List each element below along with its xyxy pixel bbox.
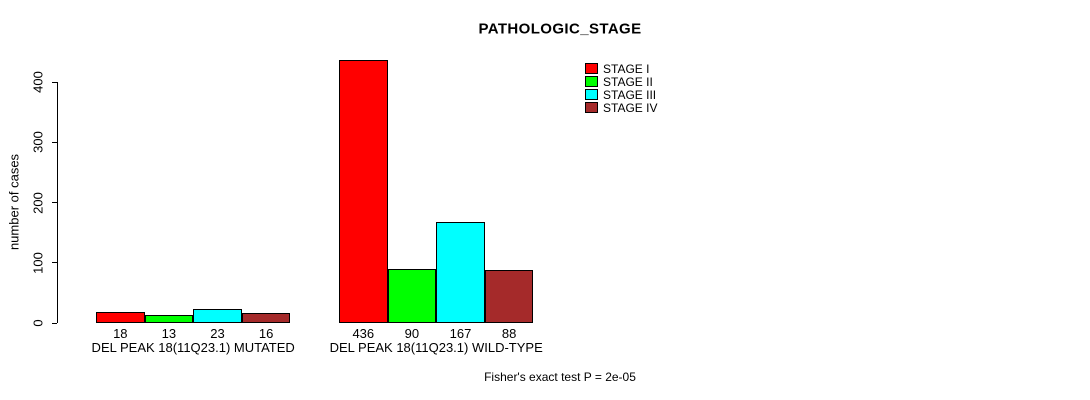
bar [387, 268, 437, 323]
y-axis-line [57, 82, 58, 323]
bar [144, 315, 194, 323]
bar-value-label: 90 [404, 326, 420, 341]
y-tick-label: 400 [30, 71, 46, 93]
y-tick-mark [52, 322, 57, 324]
bar [241, 313, 291, 323]
bar-value-label: 436 [352, 326, 375, 341]
legend-entry: STAGE I [585, 61, 657, 76]
group-label: DEL PEAK 18(11Q23.1) MUTATED [91, 340, 295, 355]
y-axis-label: number of cases [6, 153, 22, 251]
legend-label: STAGE I [603, 61, 650, 76]
bar-value-label: 88 [501, 326, 517, 341]
legend-swatch [585, 63, 598, 74]
bar [436, 222, 485, 323]
bar [96, 312, 145, 323]
bar-value-label: 18 [113, 326, 128, 341]
y-tick-label: 200 [30, 191, 46, 214]
y-tick-mark [52, 262, 57, 264]
legend-entry: STAGE II [585, 74, 657, 89]
legend-label: STAGE II [603, 74, 653, 89]
chart-title: PATHOLOGIC_STAGE [478, 20, 642, 38]
bar-value-label: 23 [210, 326, 225, 341]
legend-swatch [585, 89, 598, 100]
footer-annotation: Fisher's exact test P = 2e-05 [484, 370, 636, 384]
bar [339, 60, 388, 323]
legend: STAGE I STAGE II STAGE III STAGE IV [585, 61, 658, 115]
bar-value-label: 13 [161, 326, 177, 341]
legend-entry: STAGE IV [585, 100, 658, 115]
legend-label: STAGE IV [603, 100, 658, 115]
y-tick-label: 300 [30, 131, 46, 154]
y-tick-label: 0 [30, 319, 46, 327]
legend-swatch [585, 76, 598, 87]
bar [484, 269, 534, 323]
group-label: DEL PEAK 18(11Q23.1) WILD-TYPE [329, 340, 543, 355]
y-tick-mark [52, 141, 57, 143]
legend-swatch [585, 102, 598, 113]
legend-label: STAGE III [603, 87, 657, 102]
y-tick-label: 100 [30, 251, 46, 274]
bar [193, 309, 242, 323]
bar-value-label: 16 [258, 326, 274, 341]
y-tick-mark [52, 202, 57, 203]
bar-value-label: 167 [449, 326, 472, 341]
y-tick-mark [52, 81, 57, 83]
legend-entry: STAGE III [585, 87, 657, 102]
